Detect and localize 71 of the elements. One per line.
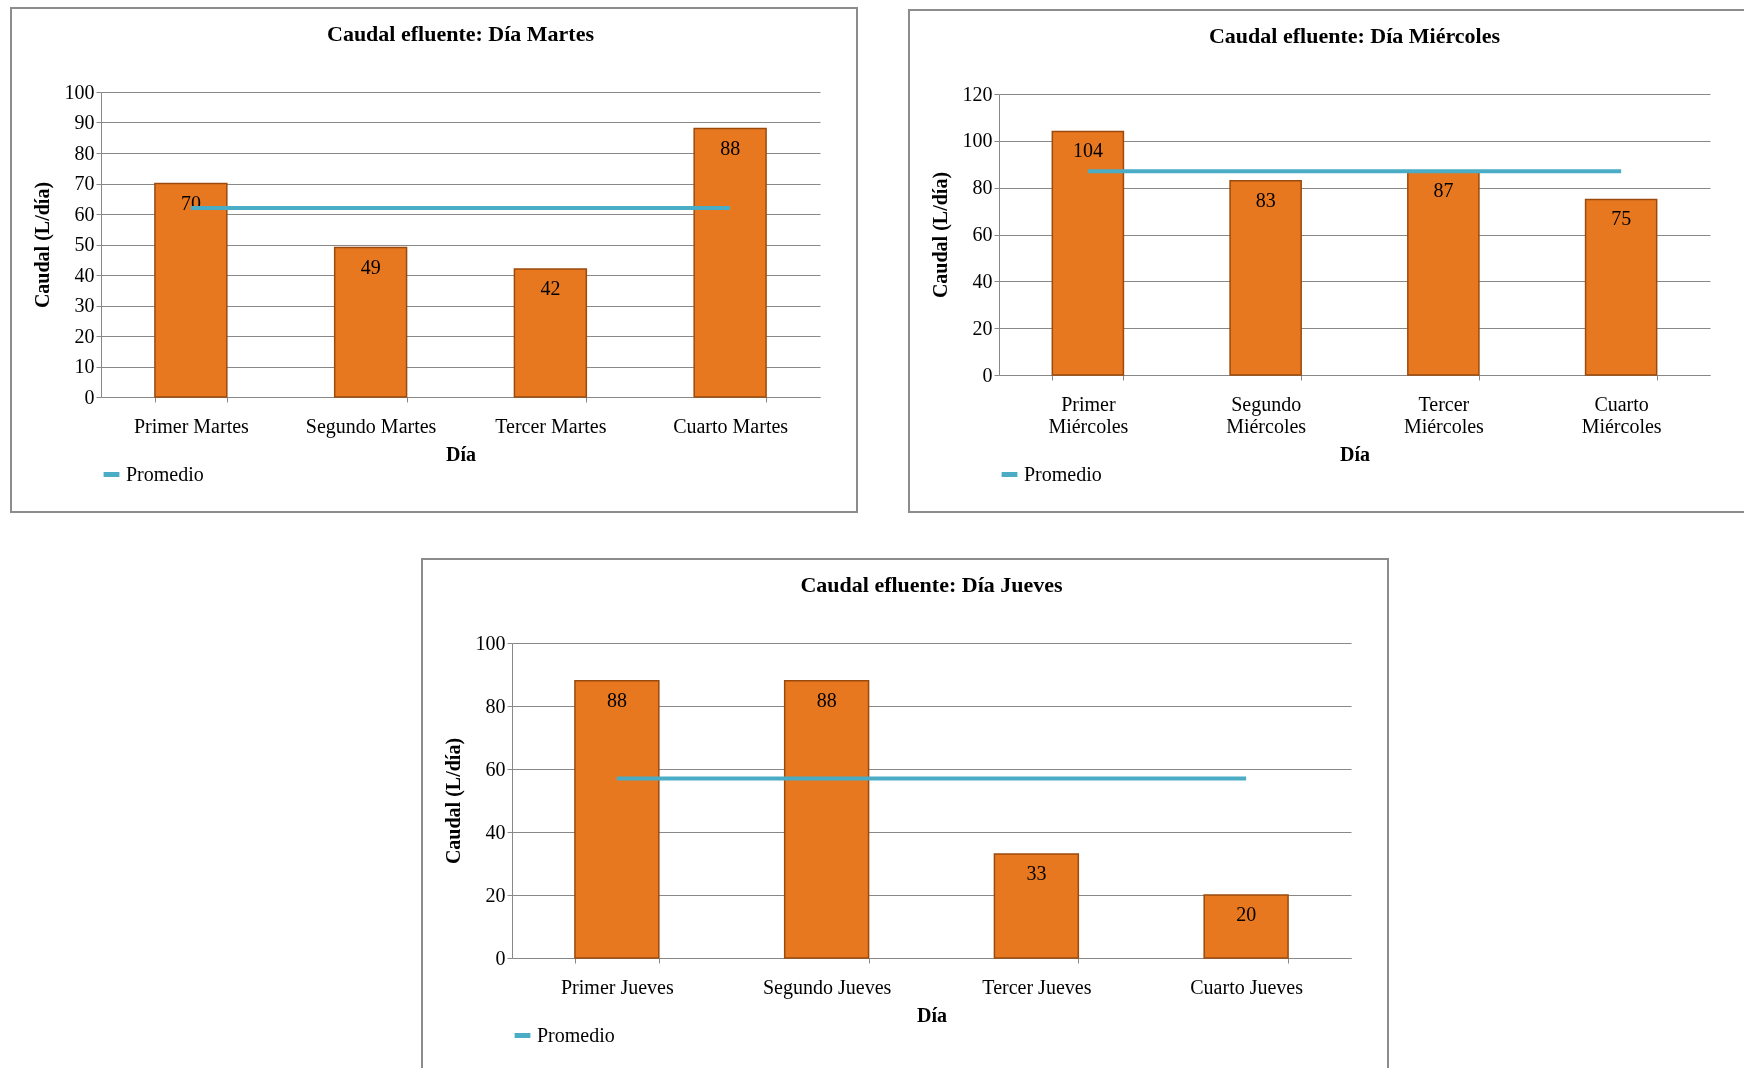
bar xyxy=(1584,198,1658,376)
y-tick-label: 100 xyxy=(64,80,95,103)
data-label: 104 xyxy=(1072,139,1103,162)
bar xyxy=(783,680,870,959)
y-tick-label: 0 xyxy=(495,946,506,969)
x-axis-title: Día xyxy=(446,442,476,465)
data-label: 49 xyxy=(360,255,381,278)
bar xyxy=(1407,170,1480,376)
chart-title: Caudal efluente: Día Martes xyxy=(326,21,595,46)
y-axis-title: Caudal (L/día) xyxy=(928,171,952,299)
y-tick-label: 50 xyxy=(74,233,95,255)
x-axis-title: Día xyxy=(1340,442,1370,465)
y-tick-label: 100 xyxy=(962,129,993,152)
data-label: 88 xyxy=(606,688,627,711)
data-label: 88 xyxy=(720,136,741,159)
data-label: 42 xyxy=(540,276,561,299)
y-tick-label: 20 xyxy=(485,883,506,906)
x-tick-label: Cuarto Martes xyxy=(673,414,789,437)
y-axis-title: Caudal (L/día) xyxy=(30,181,54,309)
y-tick-label: 80 xyxy=(485,694,506,717)
bar xyxy=(1203,894,1289,959)
x-tick-label: Primer Jueves xyxy=(560,975,674,998)
legend-label: Promedio xyxy=(126,462,204,485)
data-label: 20 xyxy=(1236,903,1257,925)
y-tick-label: 20 xyxy=(74,324,95,347)
y-tick-label: 10 xyxy=(74,355,95,377)
y-tick-label: 40 xyxy=(74,263,95,286)
x-tick-label: Segundo Jueves xyxy=(762,975,892,999)
y-tick-label: 0 xyxy=(982,363,993,386)
bar xyxy=(574,680,660,959)
x-tick-label: Tercer Martes xyxy=(495,414,607,437)
data-label: 83 xyxy=(1255,188,1276,211)
bar xyxy=(993,853,1080,959)
x-tick-label: Tercer Jueves xyxy=(982,975,1092,998)
y-tick-label: 20 xyxy=(972,316,993,339)
data-label: 75 xyxy=(1611,207,1632,230)
bar xyxy=(333,246,408,398)
bar xyxy=(154,182,228,398)
x-axis-title: Día xyxy=(917,1003,947,1026)
chart-title: Caudal efluente: Día Jueves xyxy=(800,572,1064,597)
y-tick-label: 60 xyxy=(74,202,95,225)
x-tick-label: Segundo Miércoles xyxy=(1226,392,1307,437)
x-tick-label: Cuarto Miércoles xyxy=(1581,392,1662,437)
bar xyxy=(1229,179,1302,376)
y-tick-label: 60 xyxy=(485,757,506,780)
y-tick-label: 60 xyxy=(972,223,993,245)
y-tick-label: 90 xyxy=(74,111,95,133)
y-axis-title: Caudal (L/día) xyxy=(441,737,465,865)
legend-label: Promedio xyxy=(537,1023,615,1046)
x-tick-label: Cuarto Jueves xyxy=(1190,975,1304,998)
y-tick-label: 40 xyxy=(485,820,506,843)
y-tick-label: 80 xyxy=(972,176,993,199)
x-tick-label: Segundo Martes xyxy=(305,414,437,438)
y-tick-label: 100 xyxy=(475,631,506,654)
data-label: 88 xyxy=(816,688,837,711)
chart-title: Caudal efluente: Día Miércoles xyxy=(1208,23,1501,48)
y-tick-label: 70 xyxy=(74,172,95,194)
y-tick-label: 40 xyxy=(972,269,993,292)
x-tick-label: Tercer Miércoles xyxy=(1403,392,1485,437)
x-tick-label: Primer Martes xyxy=(133,414,250,437)
y-tick-label: 30 xyxy=(74,294,95,316)
legend-label: Promedio xyxy=(1024,462,1102,485)
bar xyxy=(513,268,588,398)
data-label: 33 xyxy=(1026,862,1047,885)
bar xyxy=(693,127,767,398)
y-tick-label: 120 xyxy=(962,82,993,105)
x-tick-label: Primer Miércoles xyxy=(1048,392,1129,437)
data-label: 87 xyxy=(1433,179,1454,202)
y-tick-label: 80 xyxy=(74,141,95,164)
bar xyxy=(1051,130,1125,376)
y-tick-label: 0 xyxy=(84,385,95,408)
